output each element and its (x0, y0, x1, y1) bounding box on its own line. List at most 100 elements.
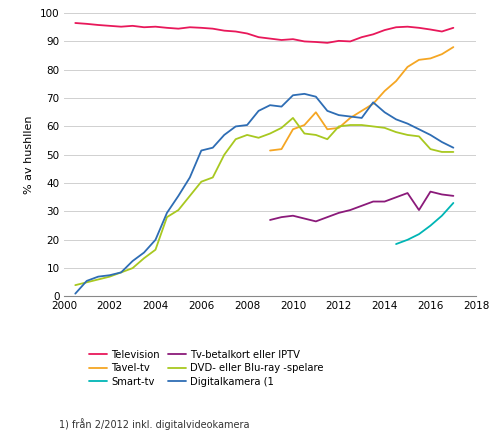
Digitalkamera (1 (347, 114, 353, 119)
Television (153, 24, 159, 29)
Digitalkamera (1 (359, 116, 365, 121)
Tavel-tv (290, 127, 296, 132)
Television (359, 34, 365, 40)
Television (325, 40, 330, 45)
Television (210, 26, 216, 31)
DVD- eller Blu-ray -spelare (370, 124, 376, 129)
Digitalkamera (1 (290, 93, 296, 98)
Television (130, 23, 136, 28)
Digitalkamera (1 (107, 272, 112, 278)
Tv-betalkort eller IPTV (267, 218, 273, 223)
Television (336, 38, 342, 44)
Digitalkamera (1 (164, 210, 170, 215)
DVD- eller Blu-ray -spelare (95, 277, 101, 282)
Tavel-tv (393, 78, 399, 84)
DVD- eller Blu-ray -spelare (141, 255, 147, 261)
Television (118, 24, 124, 29)
DVD- eller Blu-ray -spelare (175, 208, 181, 213)
DVD- eller Blu-ray -spelare (428, 146, 434, 152)
Digitalkamera (1 (428, 133, 434, 138)
DVD- eller Blu-ray -spelare (313, 133, 319, 138)
Digitalkamera (1 (301, 91, 307, 96)
DVD- eller Blu-ray -spelare (130, 266, 136, 271)
DVD- eller Blu-ray -spelare (84, 280, 90, 285)
Tv-betalkort eller IPTV (382, 199, 387, 204)
Digitalkamera (1 (221, 133, 227, 138)
DVD- eller Blu-ray -spelare (336, 124, 342, 129)
DVD- eller Blu-ray -spelare (359, 123, 365, 128)
Digitalkamera (1 (95, 274, 101, 279)
Television (405, 24, 410, 29)
DVD- eller Blu-ray -spelare (187, 193, 193, 198)
Television (267, 36, 273, 41)
Television (107, 23, 112, 28)
Television (175, 26, 181, 31)
Television (221, 28, 227, 33)
Tv-betalkort eller IPTV (359, 203, 365, 208)
Digitalkamera (1 (118, 270, 124, 275)
Tv-betalkort eller IPTV (347, 208, 353, 213)
Tavel-tv (267, 148, 273, 153)
Tavel-tv (359, 108, 365, 113)
DVD- eller Blu-ray -spelare (290, 116, 296, 121)
Digitalkamera (1 (187, 175, 193, 180)
Y-axis label: % av hushllen: % av hushllen (25, 116, 34, 194)
DVD- eller Blu-ray -spelare (118, 270, 124, 275)
Television (95, 22, 101, 27)
DVD- eller Blu-ray -spelare (267, 131, 273, 136)
DVD- eller Blu-ray -spelare (347, 123, 353, 128)
DVD- eller Blu-ray -spelare (72, 283, 78, 288)
Digitalkamera (1 (416, 127, 422, 132)
DVD- eller Blu-ray -spelare (221, 152, 227, 157)
Television (439, 29, 445, 34)
Tv-betalkort eller IPTV (290, 213, 296, 218)
Line: Tv-betalkort eller IPTV: Tv-betalkort eller IPTV (270, 192, 453, 221)
DVD- eller Blu-ray -spelare (164, 215, 170, 220)
Digitalkamera (1 (382, 110, 387, 115)
DVD- eller Blu-ray -spelare (450, 149, 456, 155)
DVD- eller Blu-ray -spelare (107, 274, 112, 279)
Smart-tv (416, 232, 422, 237)
Tavel-tv (313, 110, 319, 115)
Tavel-tv (439, 51, 445, 57)
Digitalkamera (1 (153, 237, 159, 242)
Tavel-tv (450, 44, 456, 50)
Digitalkamera (1 (130, 259, 136, 264)
DVD- eller Blu-ray -spelare (382, 125, 387, 130)
Digitalkamera (1 (84, 278, 90, 283)
Text: 1) från 2/2012 inkl. digitalvideokamera: 1) från 2/2012 inkl. digitalvideokamera (59, 419, 249, 430)
Television (416, 25, 422, 31)
Digitalkamera (1 (141, 250, 147, 255)
DVD- eller Blu-ray -spelare (210, 175, 216, 180)
DVD- eller Blu-ray -spelare (198, 179, 204, 184)
Television (301, 39, 307, 44)
Television (141, 25, 147, 30)
Tavel-tv (278, 146, 284, 152)
Tv-betalkort eller IPTV (313, 219, 319, 224)
Television (164, 25, 170, 31)
Digitalkamera (1 (393, 117, 399, 122)
Digitalkamera (1 (256, 108, 262, 113)
Television (382, 27, 387, 33)
Television (278, 37, 284, 43)
DVD- eller Blu-ray -spelare (439, 149, 445, 155)
Television (244, 31, 250, 36)
Digitalkamera (1 (336, 112, 342, 118)
Tavel-tv (347, 116, 353, 121)
Tv-betalkort eller IPTV (336, 210, 342, 215)
Television (370, 32, 376, 37)
DVD- eller Blu-ray -spelare (256, 135, 262, 140)
Digitalkamera (1 (405, 121, 410, 126)
Tavel-tv (301, 123, 307, 128)
Digitalkamera (1 (210, 145, 216, 150)
Television (187, 25, 193, 30)
Digitalkamera (1 (313, 94, 319, 99)
Smart-tv (405, 237, 410, 242)
DVD- eller Blu-ray -spelare (393, 129, 399, 135)
Digitalkamera (1 (244, 123, 250, 128)
Digitalkamera (1 (278, 104, 284, 109)
Line: Television: Television (75, 23, 453, 43)
Tv-betalkort eller IPTV (428, 189, 434, 194)
DVD- eller Blu-ray -spelare (405, 133, 410, 138)
Television (233, 29, 239, 34)
